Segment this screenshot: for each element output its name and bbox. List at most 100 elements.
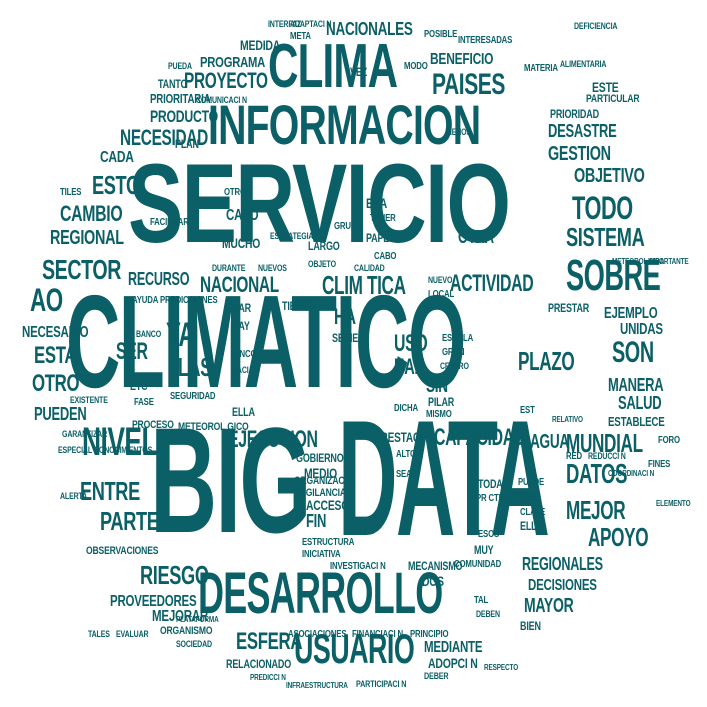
- word-actividad: ACTIVIDAD: [450, 270, 534, 297]
- word-pueden: PUEDEN: [34, 404, 87, 424]
- word-cambio: CAMBIO: [60, 201, 123, 226]
- word-otra: OTRA: [458, 227, 494, 247]
- word-existente: EXISTENTE: [70, 395, 108, 405]
- word-medida: MEDIDA: [240, 37, 281, 53]
- word-paises: PAISES: [432, 68, 505, 101]
- word-interfaz: INTERFAZ: [268, 19, 302, 29]
- word-red: RED: [566, 451, 583, 462]
- word-proyecto: PROYECTO: [184, 68, 268, 93]
- word-durante: DURANTE: [212, 263, 246, 273]
- word-sea: SEA: [396, 469, 412, 480]
- word-tiles: TILES: [60, 187, 82, 198]
- word-ya: YA: [166, 316, 195, 354]
- word-deber: DEBER: [424, 671, 449, 681]
- word-pilar: PILAR: [428, 395, 455, 409]
- word-estrategia: ESTRATEGIA: [270, 231, 314, 241]
- word-escala: ESCALA: [442, 333, 474, 344]
- word-hacia: HACIA: [232, 365, 254, 375]
- word-sistema: SISTEMA: [566, 222, 645, 252]
- word-ejemplo: EJEMPLO: [604, 305, 658, 322]
- word-grupo: GRUPO: [334, 221, 362, 232]
- word-otros: OTROS: [224, 187, 251, 198]
- word-fines: FINES: [648, 459, 671, 470]
- word-relacionado: RELACIONADO: [226, 657, 292, 671]
- word-financiacion: FINANCIACI N: [352, 629, 403, 640]
- word-comunicacion: COMUNICACI N: [196, 95, 247, 105]
- word-prioritaria: PRIORITARIA: [150, 91, 211, 106]
- word-deben: DEBEN: [476, 609, 500, 619]
- word-alerta: ALERTA: [60, 491, 88, 501]
- word-vigilancia: VIGILANCIA: [298, 487, 346, 499]
- word-seguridad: SEGURIDAD: [170, 391, 216, 402]
- word-tales: TALES: [88, 629, 110, 639]
- word-ella: ELLA: [232, 405, 255, 419]
- word-particular: PARTICULAR: [586, 93, 640, 105]
- word-cabo: CABO: [374, 251, 397, 262]
- word-mayor: MAYOR: [524, 595, 574, 617]
- word-esfera: ESFERA: [236, 628, 303, 655]
- word-nuevos: NUEVOS: [258, 263, 287, 273]
- word-plan: PLAN: [175, 137, 199, 151]
- word-desarrollo: DESARROLLO: [198, 561, 443, 626]
- word-menos: MENOS: [446, 127, 472, 137]
- word-materia: MATERIA: [524, 63, 558, 74]
- word-puede: PUEDE: [518, 477, 545, 488]
- word-beneficio: BENEFICIO: [430, 51, 494, 68]
- word-esa: ESA: [366, 195, 387, 211]
- word-esos: ESOS: [478, 529, 500, 540]
- word-predicciones: PREDICCIONES: [160, 295, 218, 306]
- word-adopcion: ADOPCI N: [428, 655, 478, 671]
- word-nacional: NACIONAL: [200, 272, 279, 297]
- word-modo: MODO: [404, 61, 428, 72]
- word-agua: AGUA: [530, 431, 569, 453]
- word-organizacion: ORGANIZACI N: [294, 475, 355, 487]
- word-esta: ESTA: [34, 342, 77, 369]
- word-informacion: INFORMACION: [208, 93, 481, 156]
- word-prediccion: PREDICCI N: [250, 673, 286, 682]
- word-toda: TODA: [478, 477, 503, 491]
- word-apoyo: APOYO: [588, 522, 649, 552]
- word-mismo: MISMO: [426, 409, 452, 420]
- word-foro: FORO: [658, 435, 680, 446]
- word-iniciativa: INICIATIVA: [302, 549, 341, 560]
- word-ser: SER: [116, 338, 148, 365]
- word-decisiones: DECISIONES: [528, 577, 597, 594]
- word-mundial: MUNDIAL: [566, 428, 643, 458]
- word-posible: POSIBLE: [424, 29, 458, 40]
- word-caso: CASO: [226, 207, 259, 224]
- word-acceso: ACCESO: [306, 497, 350, 513]
- word-meteorologico: METEOROL GICO: [178, 421, 249, 433]
- word-hay: HAY: [232, 319, 250, 333]
- word-mediante: MEDIANTE: [424, 639, 483, 656]
- word-meteorologica: METEOROL GICA: [612, 257, 665, 266]
- word-dicha: DICHA: [394, 403, 418, 414]
- word-evaluar: EVALUAR: [116, 629, 149, 639]
- word-local: LOCAL: [428, 289, 455, 300]
- word-gran: GRAN: [442, 347, 465, 358]
- word-conocimientos: CONOCIMIENTOS: [94, 445, 153, 455]
- word-deficiencia: DEFICIENCIA: [574, 21, 618, 31]
- word-asociaciones: ASOCIACIONES: [288, 629, 347, 640]
- word-sin: SIN: [426, 375, 448, 397]
- word-elemento: ELEMENTO: [656, 499, 691, 508]
- word-regionales: REGIONALES: [522, 554, 603, 574]
- word-capacidad: CAPACIDAD: [434, 424, 526, 451]
- word-proceso: PROCESO: [132, 419, 174, 431]
- word-tal: TAL: [474, 595, 489, 606]
- word-datos: DATOS: [566, 458, 628, 489]
- word-nacionales: NACIONALES: [326, 19, 413, 39]
- word-necesidad: NECESIDAD: [120, 125, 208, 150]
- word-centro: CENTRO: [440, 361, 469, 371]
- word-investigacion: INVESTIGACI N: [330, 561, 386, 572]
- word-nuevo: NUEVO: [428, 275, 453, 285]
- word-gobierno: GOBIERNO: [296, 451, 344, 465]
- word-vez: VEZ: [350, 65, 367, 79]
- word-dos: DOS: [422, 573, 444, 589]
- word-fin: FIN: [306, 511, 327, 531]
- word-esto: ESTO: [92, 170, 140, 200]
- word-uso: USO: [394, 330, 428, 357]
- word-ayuda: AYUDA: [132, 295, 159, 306]
- word-proveedores: PROVEEDORES: [110, 593, 197, 610]
- word-infraestructura: INFRAESTRUCTURA: [286, 681, 348, 690]
